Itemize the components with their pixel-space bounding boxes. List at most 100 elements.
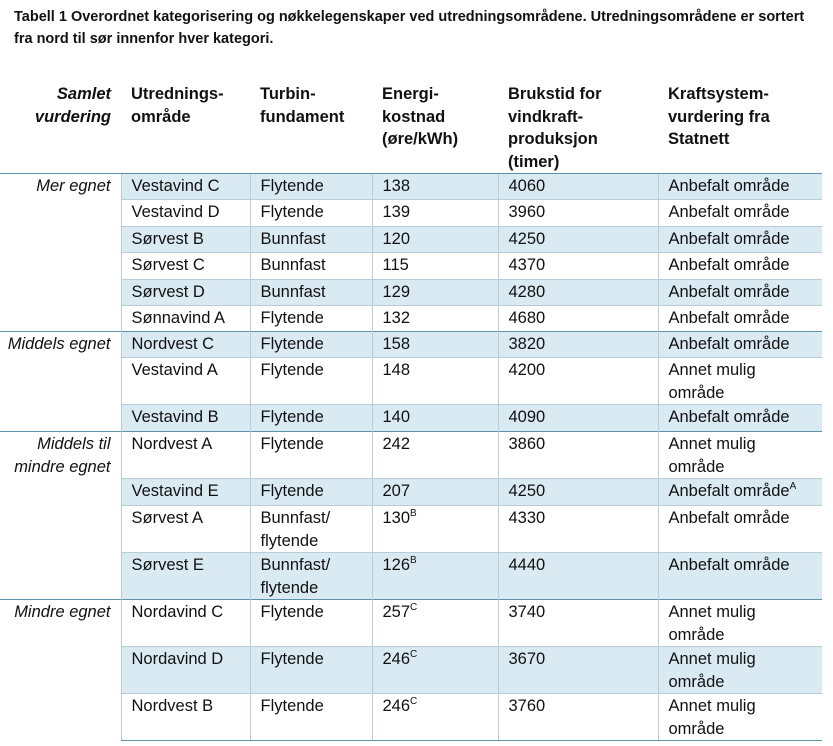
- area-cell: Sørvest C: [120, 252, 250, 280]
- area-cell: Vestavind C: [120, 173, 250, 200]
- cost-cell-value: 242: [382, 435, 411, 453]
- cost-cell-value: 132: [382, 309, 411, 327]
- cost-cell: 246C: [371, 646, 498, 694]
- grid-cell-value: Anbefalt område: [668, 283, 790, 301]
- hours-cell-value: 4200: [508, 361, 546, 379]
- foundation-cell: Flytende: [249, 173, 372, 200]
- area-cell: Vestavind A: [120, 357, 250, 405]
- foundation-cell: Flytende: [249, 199, 372, 227]
- area-cell-value: Sørvest C: [131, 256, 205, 274]
- foundation-cell-value: Flytende: [260, 603, 324, 621]
- area-cell: Nordvest A: [120, 431, 250, 479]
- footnote-marker: C: [410, 649, 418, 660]
- grid-cell: Anbefalt område: [657, 505, 822, 553]
- table-row: Vestavind D Flytende 139 3960 Anbefalt områd…: [0, 199, 822, 227]
- area-cell: Nordvest B: [120, 693, 250, 741]
- hours-cell: 3740: [497, 599, 658, 647]
- grid-cell-value: Annet mulig område: [668, 603, 756, 644]
- grid-cell: Annet mulig område: [657, 599, 822, 647]
- foundation-cell: Bunnfast: [249, 252, 372, 280]
- grid-cell: Annet mulig område: [657, 646, 822, 694]
- grid-cell: Anbefalt område: [657, 552, 822, 600]
- area-cell-value: Nordvest A: [131, 435, 213, 453]
- foundation-cell: Flytende: [249, 646, 372, 694]
- hours-cell: 3760: [497, 693, 658, 741]
- grid-cell-value: Anbefalt område: [668, 309, 790, 327]
- area-cell: Sørvest D: [120, 279, 250, 306]
- footnote-marker: C: [410, 602, 418, 613]
- category-cell: Middels egnet: [0, 331, 121, 432]
- cost-cell-value: 120: [382, 230, 411, 248]
- foundation-cell: Flytende: [249, 478, 372, 506]
- hours-cell-value: 3740: [508, 603, 546, 621]
- hours-cell-value: 4440: [508, 556, 546, 574]
- category-cell: Mer egnet: [0, 173, 121, 332]
- hours-cell-value: 4330: [508, 509, 546, 527]
- area-cell-value: Nordvest B: [131, 697, 214, 715]
- hours-cell: 3860: [497, 431, 658, 479]
- footnote-marker: B: [410, 555, 417, 566]
- cost-cell-value: 257: [382, 603, 411, 621]
- area-cell-value: Sørvest B: [131, 230, 204, 248]
- foundation-cell: Flytende: [249, 357, 372, 405]
- area-cell: Nordavind D: [120, 646, 250, 694]
- area-cell: Sørvest A: [120, 505, 250, 553]
- hours-cell-value: 4280: [508, 283, 546, 301]
- header-hours: Brukstid for vindkraft-produksjon (timer…: [498, 80, 658, 174]
- header-cost: Energi-kostnad (øre/kWh): [372, 80, 498, 174]
- hours-cell-value: 4060: [508, 177, 546, 195]
- foundation-cell: Bunnfast: [249, 226, 372, 253]
- area-cell-value: Nordvest C: [131, 335, 215, 353]
- table-row: Nordavind D Flytende 246C 3670 Annet mulig o…: [0, 646, 822, 694]
- hours-cell-value: 3670: [508, 650, 546, 668]
- cost-cell: 132: [371, 305, 498, 332]
- foundation-cell-value: Bunnfast/ flytende: [260, 556, 331, 597]
- foundation-cell: Bunnfast: [249, 279, 372, 306]
- table-row: Middels til mindre egnet Nordvest A Flyten…: [0, 431, 822, 600]
- table-row: Middels egnet Nordvest C Flytende 158 3820 An…: [0, 331, 822, 432]
- area-cell-value: Vestavind C: [131, 177, 220, 195]
- grid-cell-value: Annet mulig område: [668, 697, 756, 738]
- foundation-cell-value: Flytende: [260, 177, 324, 195]
- foundation-cell: Flytende: [249, 431, 372, 479]
- cost-cell: 257C: [371, 599, 498, 647]
- header-area: Utrednings-område: [121, 80, 250, 174]
- table-row: Sønnavind A Flytende 132 4680 Anbefalt områd…: [0, 305, 822, 332]
- table-row: Sørvest D Bunnfast 129 4280 Anbefalt område: [0, 279, 822, 306]
- cost-cell: 139: [371, 199, 498, 227]
- foundation-cell: Flytende: [249, 693, 372, 741]
- area-cell: Vestavind D: [120, 199, 250, 227]
- hours-cell-value: 3860: [508, 435, 546, 453]
- grid-cell-value: Anbefalt område: [668, 482, 790, 500]
- assessment-table: Samlet vurdering Utrednings-område Turbi…: [0, 80, 822, 741]
- cost-cell-value: 138: [382, 177, 411, 195]
- area-cell: Vestavind E: [120, 478, 250, 506]
- cost-cell-value: 246: [382, 650, 411, 668]
- hours-cell: 4200: [497, 357, 658, 405]
- grid-cell: Anbefalt områdeA: [657, 478, 822, 506]
- hours-cell: 3960: [497, 199, 658, 227]
- foundation-cell: Bunnfast/ flytende: [249, 505, 372, 553]
- cost-cell: 140: [371, 404, 498, 432]
- grid-cell-value: Annet mulig område: [668, 361, 756, 402]
- grid-cell: Anbefalt område: [657, 199, 822, 227]
- table-row: Vestavind B Flytende 140 4090 Anbefalt områd…: [0, 404, 822, 432]
- foundation-cell-value: Bunnfast/ flytende: [260, 509, 331, 550]
- area-cell-value: Nordavind C: [131, 603, 224, 621]
- grid-cell-value: Anbefalt område: [668, 408, 790, 426]
- hours-cell-value: 4250: [508, 482, 546, 500]
- foundation-cell-value: Bunnfast: [260, 283, 326, 301]
- cost-cell-value: 207: [382, 482, 411, 500]
- area-cell-value: Sørvest D: [131, 283, 205, 301]
- grid-cell-value: Anbefalt område: [668, 177, 790, 195]
- hours-cell-value: 4370: [508, 256, 546, 274]
- table-row: Sørvest A Bunnfast/ flytende 130B 4330 Anbef…: [0, 505, 822, 553]
- header-grid: Kraftsystem-vurdering fra Statnett: [658, 80, 822, 174]
- foundation-cell-value: Flytende: [260, 309, 324, 327]
- foundation-cell: Flytende: [249, 305, 372, 332]
- cost-cell-value: 130: [382, 509, 411, 527]
- grid-cell: Annet mulig område: [657, 431, 822, 479]
- foundation-cell-value: Flytende: [260, 482, 324, 500]
- cost-cell-value: 129: [382, 283, 411, 301]
- grid-cell: Anbefalt område: [657, 226, 822, 253]
